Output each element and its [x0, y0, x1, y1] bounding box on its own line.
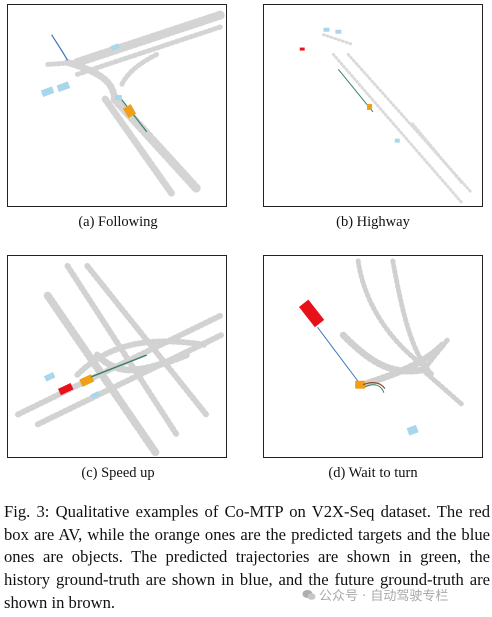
map-lanes: [15, 262, 224, 457]
watermark: 公众号 · 自动驾驶专栏: [302, 585, 448, 604]
predicted-trajectory: [364, 384, 385, 393]
caption-prefix: Fig. 3:: [4, 502, 50, 521]
history-trajectory: [51, 34, 69, 61]
object-box: [115, 95, 122, 101]
figure-caption: Fig. 3: Qualitative examples of Co-MTP o…: [4, 501, 490, 615]
subfigure-c-panel: [7, 255, 227, 458]
object-box: [323, 27, 330, 32]
object-box: [90, 391, 101, 399]
subfigure-b-label: (b) Highway: [336, 214, 410, 230]
object-box: [335, 29, 342, 34]
subfigure-b-panel: [263, 4, 483, 207]
caption-text: Qualitative examples of Co-MTP on V2X-Se…: [4, 502, 491, 612]
object-box: [110, 43, 120, 51]
wechat-icon: [302, 590, 316, 600]
object-box: [394, 138, 400, 143]
map-lanes: [322, 33, 474, 205]
target-box: [79, 374, 95, 387]
history-trajectory: [317, 326, 360, 384]
subfigure-c-plot: [15, 262, 224, 457]
object-box: [406, 424, 419, 436]
target-box: [122, 104, 137, 119]
av-box: [299, 299, 325, 328]
subfigure-c-label: (c) Speed up: [81, 465, 155, 481]
subfigure-a-plot: [40, 10, 226, 197]
object-box: [40, 86, 55, 97]
target-box: [355, 380, 366, 389]
subfigure-d-label: (d) Wait to turn: [328, 465, 418, 481]
map-lanes: [339, 258, 465, 407]
av-box: [57, 383, 74, 396]
subfigure-b-plot: [299, 27, 474, 205]
map-lanes: [45, 10, 226, 197]
predicted-trajectory: [90, 354, 147, 378]
subfigure-a-panel: [7, 4, 227, 207]
subfigure-d-plot: [299, 258, 465, 436]
subfigure-d-panel: [263, 255, 483, 458]
av-box: [299, 47, 305, 51]
target-box: [367, 104, 373, 110]
object-box: [56, 81, 71, 93]
watermark-text: 公众号 · 自动驾驶专栏: [319, 589, 449, 604]
future-trajectory: [362, 382, 386, 390]
subfigure-a-label: (a) Following: [78, 214, 158, 230]
object-box: [43, 372, 56, 382]
